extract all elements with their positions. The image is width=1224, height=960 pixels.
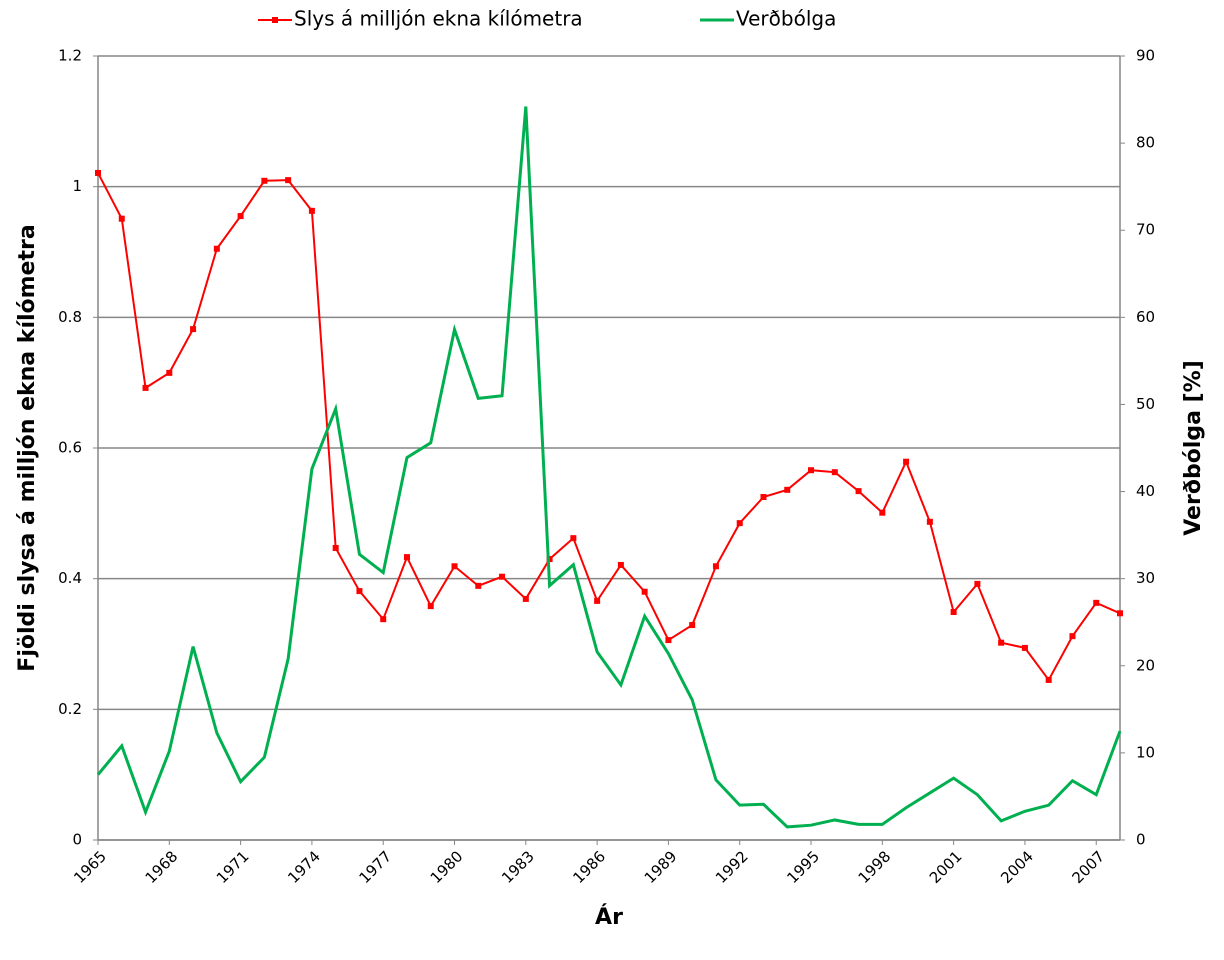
data-point bbox=[1069, 633, 1076, 640]
data-point bbox=[1045, 676, 1052, 683]
data-point bbox=[285, 177, 292, 184]
y2-axis-title: Verðbólga [%] bbox=[1181, 360, 1206, 536]
data-point bbox=[427, 603, 434, 610]
data-point bbox=[617, 561, 624, 568]
data-point bbox=[332, 544, 339, 551]
series-line bbox=[97, 172, 1121, 682]
data-point bbox=[261, 177, 268, 184]
legend-label: Slys á milljón ekna kílómetra bbox=[294, 7, 583, 31]
data-point bbox=[451, 563, 458, 570]
data-point bbox=[879, 509, 886, 516]
y-tick-label: 0 bbox=[72, 831, 82, 849]
data-point bbox=[1117, 610, 1123, 617]
y2-tick-label: 10 bbox=[1136, 743, 1155, 761]
data-point bbox=[926, 518, 933, 525]
data-point bbox=[356, 588, 363, 595]
data-point bbox=[570, 535, 577, 542]
y-tick-label: 0.8 bbox=[58, 308, 82, 326]
x-tick-label: 1977 bbox=[355, 847, 395, 887]
y-axis-title: Fjöldi slysa á milljón ekna kílómetra bbox=[15, 224, 40, 671]
x-tick-label: 2007 bbox=[1069, 847, 1109, 887]
x-tick-label: 2004 bbox=[997, 847, 1037, 887]
data-point bbox=[522, 595, 529, 602]
data-point bbox=[784, 486, 791, 493]
legend-label: Verðbólga bbox=[736, 7, 836, 31]
x-tick-label: 1998 bbox=[855, 847, 895, 887]
data-point bbox=[1021, 644, 1028, 651]
data-point bbox=[1093, 599, 1100, 606]
data-point bbox=[665, 637, 672, 644]
data-point bbox=[213, 245, 220, 252]
data-point bbox=[403, 554, 410, 561]
data-point bbox=[475, 582, 482, 589]
x-tick-label: 1971 bbox=[213, 847, 253, 887]
data-point bbox=[689, 622, 696, 629]
data-point bbox=[308, 207, 315, 214]
y-tick-label: 1 bbox=[72, 177, 82, 195]
data-point bbox=[499, 573, 506, 580]
x-tick-label: 1983 bbox=[498, 847, 538, 887]
y2-tick-label: 20 bbox=[1136, 656, 1155, 674]
data-point bbox=[998, 639, 1005, 646]
y2-tick-label: 80 bbox=[1136, 134, 1155, 152]
y2-tick-label: 70 bbox=[1136, 221, 1155, 239]
y2-tick-label: 50 bbox=[1136, 395, 1155, 413]
x-axis-title: Ár bbox=[595, 904, 623, 930]
y2-tick-label: 0 bbox=[1136, 831, 1146, 849]
data-point bbox=[95, 169, 101, 176]
x-tick-label: 2001 bbox=[926, 847, 966, 887]
data-point bbox=[166, 369, 173, 376]
x-tick-label: 1992 bbox=[712, 847, 752, 887]
x-tick-label: 1995 bbox=[783, 847, 823, 887]
y2-tick-label: 30 bbox=[1136, 569, 1155, 587]
data-point bbox=[903, 458, 910, 465]
x-tick-label: 1986 bbox=[569, 847, 609, 887]
data-point bbox=[760, 494, 767, 500]
y2-tick-label: 40 bbox=[1136, 482, 1155, 500]
y2-tick-label: 60 bbox=[1136, 308, 1155, 326]
x-tick-label: 1974 bbox=[284, 847, 324, 887]
data-point bbox=[118, 215, 125, 222]
data-point bbox=[855, 488, 862, 495]
y-tick-label: 0.2 bbox=[58, 700, 82, 718]
y-tick-label: 0.4 bbox=[58, 569, 82, 587]
data-point bbox=[142, 384, 149, 391]
data-point bbox=[641, 588, 648, 595]
x-tick-label: 1989 bbox=[641, 847, 681, 887]
series-line bbox=[96, 106, 1122, 829]
y2-tick-label: 90 bbox=[1136, 47, 1155, 65]
x-tick-label: 1965 bbox=[70, 847, 110, 887]
data-point bbox=[237, 213, 244, 220]
y-tick-label: 1.2 bbox=[58, 47, 82, 65]
data-point bbox=[808, 467, 815, 474]
legend-marker bbox=[272, 17, 278, 23]
x-tick-label: 1968 bbox=[142, 847, 182, 887]
y-tick-label: 0.6 bbox=[58, 439, 82, 457]
data-point bbox=[594, 597, 601, 604]
data-point bbox=[831, 469, 838, 476]
data-point bbox=[950, 608, 957, 615]
data-point bbox=[974, 580, 981, 587]
data-point bbox=[380, 616, 387, 623]
x-tick-label: 1980 bbox=[427, 847, 467, 887]
data-point bbox=[190, 326, 197, 333]
data-point bbox=[736, 520, 743, 527]
data-point bbox=[712, 563, 719, 570]
